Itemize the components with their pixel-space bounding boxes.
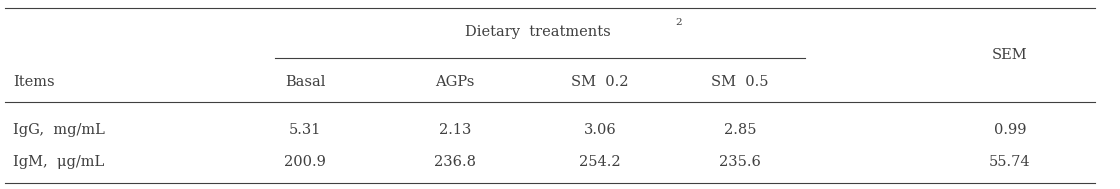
Text: IgM,  μg/mL: IgM, μg/mL xyxy=(13,155,104,169)
Text: 0.99: 0.99 xyxy=(993,123,1026,137)
Text: SEM: SEM xyxy=(992,48,1028,62)
Text: Items: Items xyxy=(13,75,55,89)
Text: 254.2: 254.2 xyxy=(579,155,620,169)
Text: 2.13: 2.13 xyxy=(439,123,472,137)
Text: 55.74: 55.74 xyxy=(989,155,1030,169)
Text: 235.6: 235.6 xyxy=(719,155,760,169)
Text: SM  0.2: SM 0.2 xyxy=(571,75,628,89)
Text: 2.85: 2.85 xyxy=(724,123,756,137)
Text: SM  0.5: SM 0.5 xyxy=(711,75,768,89)
Text: 5.31: 5.31 xyxy=(289,123,321,137)
Text: 2: 2 xyxy=(675,19,682,28)
Text: Dietary  treatments: Dietary treatments xyxy=(465,25,610,39)
Text: 200.9: 200.9 xyxy=(284,155,326,169)
Text: 236.8: 236.8 xyxy=(435,155,476,169)
Text: Basal: Basal xyxy=(284,75,325,89)
Text: AGPs: AGPs xyxy=(436,75,475,89)
Text: 3.06: 3.06 xyxy=(584,123,616,137)
Text: IgG,  mg/mL: IgG, mg/mL xyxy=(13,123,105,137)
